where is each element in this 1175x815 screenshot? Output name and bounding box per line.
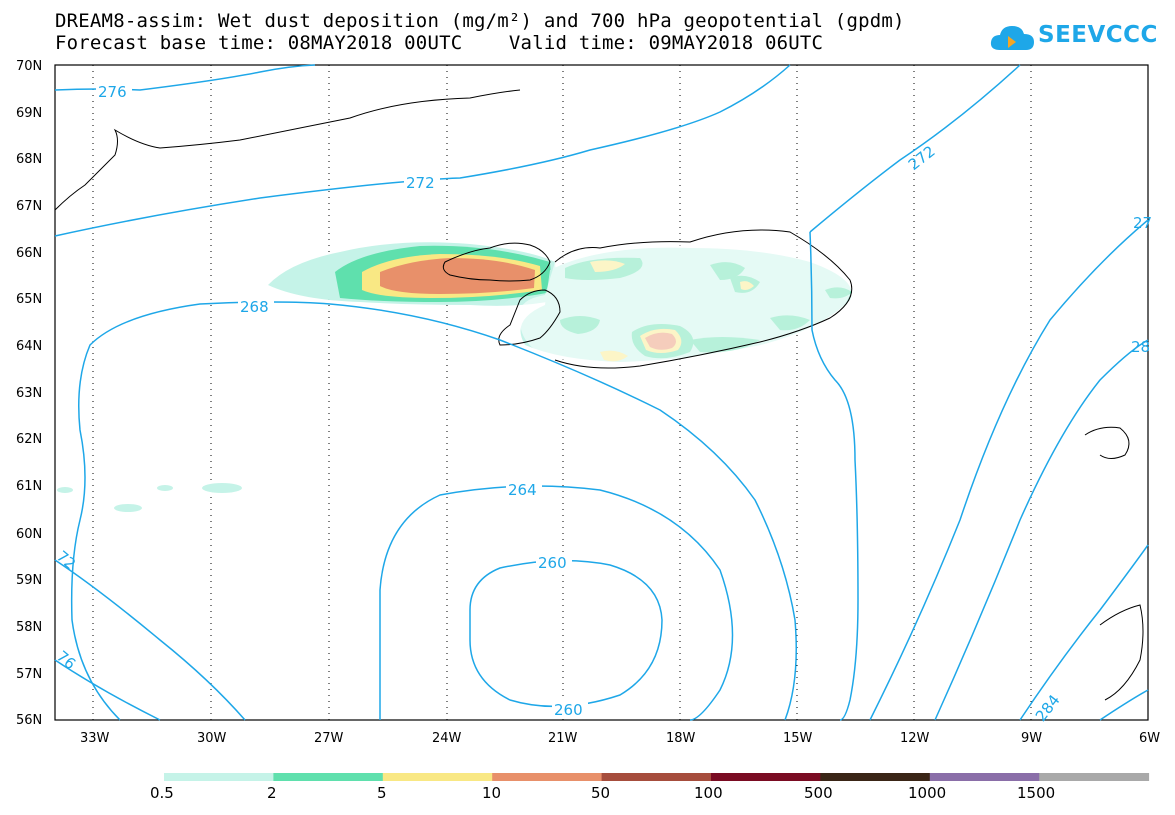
legend-label: 1000 xyxy=(908,784,946,802)
geopotential-contours xyxy=(54,64,1149,721)
lon-label: 27W xyxy=(314,731,344,746)
contour-label-272-west: 272 xyxy=(406,174,435,192)
legend-swatch xyxy=(492,773,603,781)
map-title: DREAM8-assim: Wet dust deposition (mg/m²… xyxy=(55,10,905,54)
contour-label-260-north: 260 xyxy=(538,554,567,572)
contour-label-27: 27 xyxy=(1133,214,1152,232)
legend-label: 500 xyxy=(804,784,833,802)
graticule xyxy=(92,65,1032,720)
contour-label-272-east: 272 xyxy=(905,142,939,174)
legend-label: 50 xyxy=(591,784,610,802)
lat-label: 65N xyxy=(16,292,42,307)
legend-labels: 0.5 2 5 10 50 100 500 1000 1500 xyxy=(150,784,1055,802)
lon-label: 24W xyxy=(432,731,462,746)
lat-label: 57N xyxy=(16,667,42,682)
lon-label: 33W xyxy=(80,731,110,746)
lat-label: 63N xyxy=(16,386,42,401)
lon-label: 12W xyxy=(900,731,930,746)
contour-label-264: 264 xyxy=(508,481,537,499)
lat-label: 56N xyxy=(16,713,42,728)
latitude-labels: 70N 69N 68N 67N 66N 65N 64N 63N 62N 61N … xyxy=(16,59,42,728)
lon-label: 30W xyxy=(197,731,227,746)
lon-label: 6W xyxy=(1139,731,1160,746)
contour-label-28: 28 xyxy=(1131,338,1150,356)
logo-text: SEEVCCC xyxy=(1038,22,1158,48)
lat-label: 60N xyxy=(16,527,42,542)
contour-label-72: 72 xyxy=(53,547,79,573)
legend-swatch xyxy=(711,773,821,781)
seevccc-logo: SEEVCCC xyxy=(990,18,1157,58)
map-frame xyxy=(54,64,1149,721)
contour-label-276: 276 xyxy=(98,83,127,101)
legend-swatch xyxy=(382,773,493,781)
lat-label: 58N xyxy=(16,620,42,635)
legend-label: 1500 xyxy=(1017,784,1055,802)
legend-colorbar xyxy=(164,773,1150,781)
legend-label: 5 xyxy=(377,784,387,802)
lat-label: 69N xyxy=(16,106,42,121)
lat-label: 66N xyxy=(16,246,42,261)
lon-label: 21W xyxy=(548,731,578,746)
lat-label: 67N xyxy=(16,199,42,214)
legend-label: 2 xyxy=(267,784,277,802)
title-line-2: Forecast base time: 08MAY2018 00UTC Vali… xyxy=(55,32,824,54)
legend-swatch xyxy=(601,773,712,781)
lat-label: 70N xyxy=(16,59,42,74)
iceland-land xyxy=(519,234,851,369)
lon-label: 15W xyxy=(783,731,813,746)
contour-labels: 276 272 272 27 268 28 264 260 260 72 76 … xyxy=(53,82,1152,725)
legend-swatch xyxy=(929,773,1040,781)
lat-label: 59N xyxy=(16,573,42,588)
legend-label: 10 xyxy=(482,784,501,802)
lat-label: 61N xyxy=(16,479,42,494)
lat-label: 62N xyxy=(16,432,42,447)
legend-swatch xyxy=(1039,773,1150,781)
lon-label: 18W xyxy=(666,731,696,746)
coastlines xyxy=(54,89,1144,701)
contour-label-76: 76 xyxy=(53,647,79,673)
lon-label: 9W xyxy=(1021,731,1042,746)
longitude-labels: 33W 30W 27W 24W 21W 18W 15W 12W 9W 6W xyxy=(80,731,1160,746)
legend-swatch xyxy=(164,773,274,781)
legend-label: 100 xyxy=(694,784,723,802)
legend-label: 0.5 xyxy=(150,784,174,802)
contour-label-260-south: 260 xyxy=(554,701,583,719)
legend-swatch xyxy=(820,773,931,781)
lat-label: 68N xyxy=(16,152,42,167)
title-line-1: DREAM8-assim: Wet dust deposition (mg/m²… xyxy=(55,10,905,32)
lat-label: 64N xyxy=(16,339,42,354)
contour-label-268: 268 xyxy=(240,298,269,316)
cloud-icon xyxy=(990,26,1034,50)
legend-swatch xyxy=(273,773,384,781)
